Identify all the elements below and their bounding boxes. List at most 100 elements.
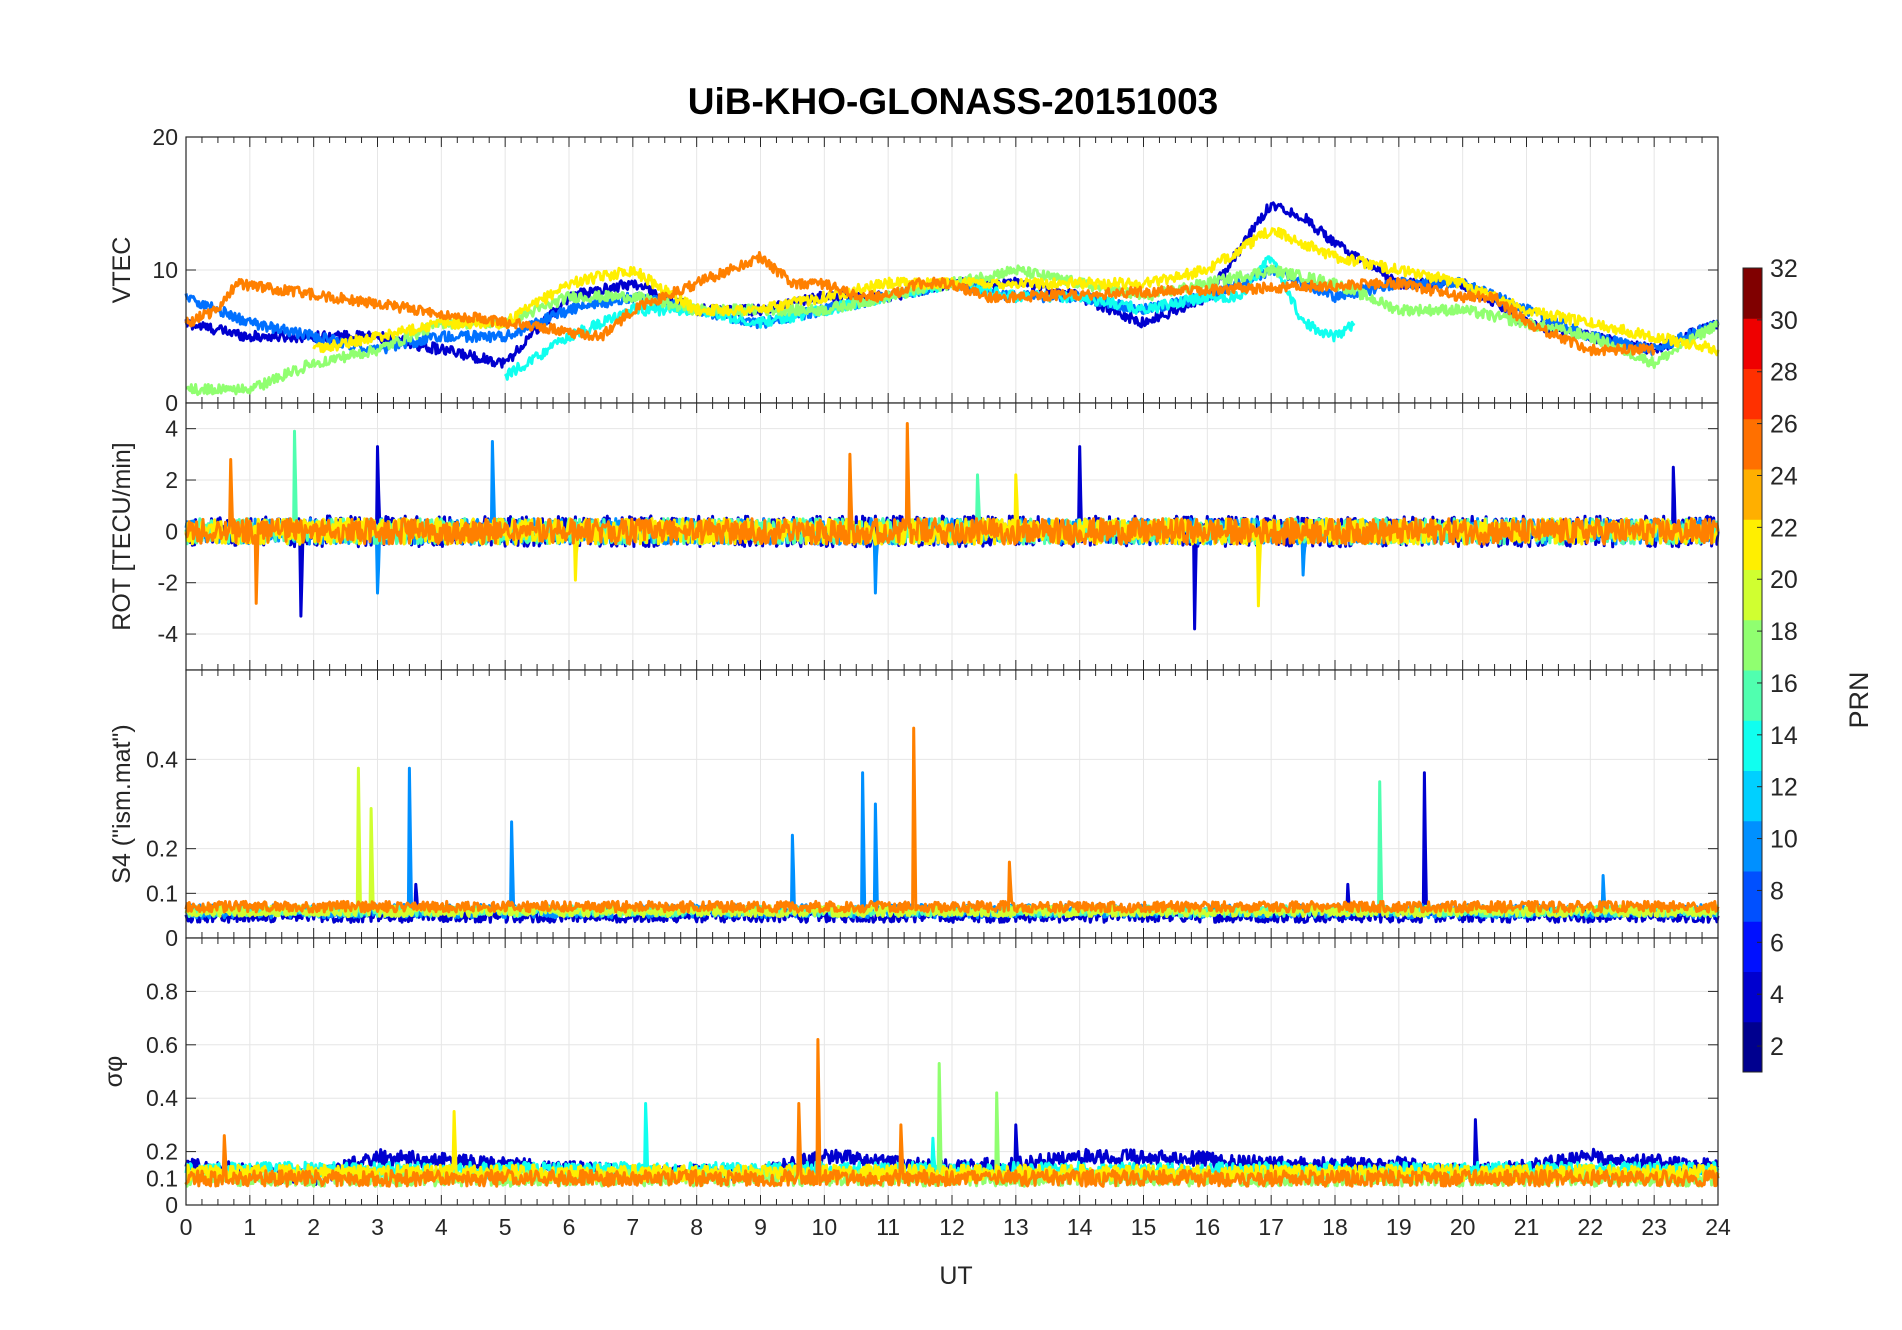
colorbar-segment bbox=[1743, 845, 1762, 872]
series-line bbox=[312, 226, 1720, 357]
colorbar-segment bbox=[1743, 770, 1762, 797]
colorbar-segment bbox=[1743, 393, 1762, 420]
x-tick-label: 7 bbox=[626, 1214, 639, 1240]
colorbar-segment bbox=[1743, 720, 1762, 746]
x-tick-label: 24 bbox=[1705, 1214, 1731, 1240]
chart-title: UiB-KHO-GLONASS-20151003 bbox=[688, 81, 1218, 122]
colorbar-segment bbox=[1743, 293, 1762, 319]
colorbar-tick-label: 24 bbox=[1770, 462, 1798, 490]
y-tick-label: 0.6 bbox=[146, 1032, 178, 1058]
y-tick-label: 0.1 bbox=[146, 1165, 178, 1191]
colorbar-tick-label: 10 bbox=[1770, 826, 1798, 854]
x-tick-label: 5 bbox=[499, 1214, 512, 1240]
x-tick-label: 17 bbox=[1258, 1214, 1284, 1240]
colorbar-segment bbox=[1743, 896, 1762, 922]
series-line bbox=[184, 1038, 1720, 1188]
colorbar-segment bbox=[1743, 418, 1762, 445]
panel-sigma: 00.10.2 0.4 0.6 0.8 σφ bbox=[100, 937, 1720, 1218]
series-line bbox=[184, 422, 1720, 605]
panel-s4: 0 0.1 0.2 0.4 S4 ("ism.mat") bbox=[108, 669, 1720, 951]
colorbar-tick-label: 18 bbox=[1770, 618, 1798, 646]
colorbar-segment bbox=[1743, 519, 1762, 545]
y-tick-label: -2 bbox=[158, 570, 178, 596]
colorbar-segment bbox=[1743, 695, 1762, 721]
colorbar-tick-label: 26 bbox=[1770, 411, 1798, 439]
y-tick-label: 0.2 bbox=[146, 1139, 178, 1165]
series-line bbox=[184, 726, 1720, 914]
y-tick-label: 0 bbox=[165, 925, 178, 951]
colorbar-segment bbox=[1743, 343, 1762, 369]
colorbar-segment bbox=[1743, 469, 1762, 495]
colorbar-tick-label: 6 bbox=[1770, 929, 1784, 957]
x-tick-label: 16 bbox=[1195, 1214, 1221, 1240]
y-tick-label: 0 bbox=[165, 518, 178, 544]
x-tick-label: 8 bbox=[690, 1214, 703, 1240]
x-tick-label: 14 bbox=[1067, 1214, 1093, 1240]
colorbar-tick-label: 22 bbox=[1770, 514, 1798, 542]
colorbar-segment bbox=[1743, 1046, 1762, 1073]
x-axis-label: UT bbox=[939, 1262, 972, 1290]
y-tick-label: 4 bbox=[165, 416, 178, 442]
colorbar-segment bbox=[1743, 871, 1762, 897]
y-axis-label: VTEC bbox=[108, 237, 136, 304]
y-tick-label: 0.1 bbox=[146, 880, 178, 906]
x-tick-label: 10 bbox=[812, 1214, 838, 1240]
x-tick-label: 19 bbox=[1386, 1214, 1412, 1240]
colorbar-segment bbox=[1743, 921, 1762, 947]
colorbar-segment bbox=[1743, 996, 1762, 1023]
x-tick-label: 4 bbox=[435, 1214, 448, 1240]
y-tick-label: -4 bbox=[158, 621, 179, 647]
colorbar-tick-label: 16 bbox=[1770, 670, 1798, 698]
panel-rot: -4 -2 0 2 4 ROT [TECU/min] bbox=[108, 402, 1720, 671]
colorbar-tick-label: 2 bbox=[1770, 1033, 1784, 1061]
y-axis-label: σφ bbox=[100, 1056, 128, 1088]
colorbar-segment bbox=[1743, 569, 1762, 596]
colorbar-segment bbox=[1743, 795, 1762, 822]
x-tick-label: 20 bbox=[1450, 1214, 1476, 1240]
colorbar-tick-label: 32 bbox=[1770, 255, 1798, 283]
y-tick-label: 0.4 bbox=[146, 746, 178, 772]
colorbar-tick-label: 14 bbox=[1770, 722, 1798, 750]
series-line bbox=[184, 771, 1720, 924]
y-tick-label: 10 bbox=[152, 257, 178, 283]
colorbar-segment bbox=[1743, 946, 1762, 972]
y-tick-label: 0.8 bbox=[146, 978, 178, 1004]
colorbar-segment bbox=[1743, 619, 1762, 646]
x-tick-label: 12 bbox=[939, 1214, 965, 1240]
x-tick-label: 3 bbox=[371, 1214, 384, 1240]
colorbar-segment bbox=[1743, 745, 1762, 771]
y-axis-label: S4 ("ism.mat") bbox=[108, 724, 136, 883]
y-tick-label: 0.4 bbox=[146, 1085, 178, 1111]
colorbar-tick-label: 4 bbox=[1770, 981, 1784, 1009]
colorbar-segment bbox=[1743, 368, 1762, 395]
x-tick-label: 22 bbox=[1578, 1214, 1604, 1240]
colorbar-tick-label: 20 bbox=[1770, 566, 1798, 594]
y-tick-label: 0 bbox=[165, 390, 178, 416]
axes-frame bbox=[185, 937, 1719, 1206]
colorbar-segment bbox=[1743, 494, 1762, 520]
y-tick-label: 2 bbox=[165, 467, 178, 493]
colorbar-segment bbox=[1743, 670, 1762, 696]
series-line bbox=[184, 251, 1656, 357]
x-tick-label: 15 bbox=[1131, 1214, 1157, 1240]
colorbar-segment bbox=[1743, 443, 1762, 470]
colorbar-tick-label: 30 bbox=[1770, 307, 1798, 335]
colorbar-segment bbox=[1743, 820, 1762, 847]
x-tick-label: 23 bbox=[1641, 1214, 1667, 1240]
x-tick-label: 18 bbox=[1322, 1214, 1348, 1240]
colorbar-segment bbox=[1743, 644, 1762, 671]
y-axis-label: ROT [TECU/min] bbox=[108, 442, 136, 630]
x-tick-label: 13 bbox=[1003, 1214, 1029, 1240]
colorbar-label: PRN bbox=[1844, 671, 1874, 728]
colorbar-segment bbox=[1743, 318, 1762, 344]
panel-vtec: 0 10 20 VTEC bbox=[108, 124, 1720, 416]
colorbar-frame bbox=[1742, 267, 1763, 1073]
x-tick-label: 21 bbox=[1514, 1214, 1540, 1240]
colorbar-segment bbox=[1743, 971, 1762, 998]
colorbar-segment bbox=[1743, 594, 1762, 621]
x-tick-label: 6 bbox=[563, 1214, 576, 1240]
x-tick-label: 0 bbox=[180, 1214, 193, 1240]
